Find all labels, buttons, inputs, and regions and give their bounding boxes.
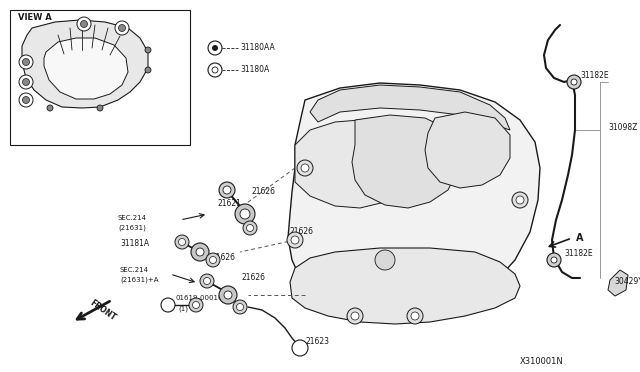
Circle shape bbox=[81, 20, 88, 28]
Text: 21621: 21621 bbox=[218, 199, 242, 208]
Circle shape bbox=[212, 45, 218, 51]
Circle shape bbox=[22, 96, 29, 103]
Text: 31098Z: 31098Z bbox=[608, 124, 637, 132]
Circle shape bbox=[193, 301, 200, 308]
Circle shape bbox=[243, 221, 257, 235]
Circle shape bbox=[223, 186, 231, 194]
Circle shape bbox=[208, 63, 222, 77]
Text: B: B bbox=[166, 304, 170, 308]
Circle shape bbox=[351, 312, 359, 320]
Circle shape bbox=[118, 25, 125, 32]
Text: 21623: 21623 bbox=[305, 337, 329, 346]
Circle shape bbox=[301, 164, 309, 172]
Circle shape bbox=[411, 312, 419, 320]
Text: (21631): (21631) bbox=[118, 225, 146, 231]
Circle shape bbox=[19, 55, 33, 69]
Circle shape bbox=[196, 248, 204, 256]
Circle shape bbox=[297, 160, 313, 176]
Polygon shape bbox=[352, 115, 460, 208]
Text: SEC.214: SEC.214 bbox=[120, 267, 149, 273]
Circle shape bbox=[224, 291, 232, 299]
Text: X310001N: X310001N bbox=[520, 357, 564, 366]
Polygon shape bbox=[608, 270, 628, 296]
Text: 30429Y: 30429Y bbox=[614, 278, 640, 286]
Circle shape bbox=[19, 93, 33, 107]
Polygon shape bbox=[290, 248, 520, 324]
Text: (1): (1) bbox=[178, 306, 188, 312]
Polygon shape bbox=[22, 20, 148, 108]
Circle shape bbox=[287, 232, 303, 248]
Text: 01619-0001U: 01619-0001U bbox=[175, 295, 223, 301]
Circle shape bbox=[145, 67, 151, 73]
Text: 31180A: 31180A bbox=[240, 64, 269, 74]
Circle shape bbox=[115, 21, 129, 35]
Circle shape bbox=[175, 235, 189, 249]
Polygon shape bbox=[44, 38, 128, 99]
Text: VIEW A: VIEW A bbox=[18, 13, 52, 22]
Text: 31182E: 31182E bbox=[564, 250, 593, 259]
Circle shape bbox=[567, 75, 581, 89]
Text: 21626: 21626 bbox=[252, 187, 276, 196]
Circle shape bbox=[516, 196, 524, 204]
Text: 21626: 21626 bbox=[290, 228, 314, 237]
Text: 21626: 21626 bbox=[212, 253, 236, 263]
Circle shape bbox=[22, 58, 29, 65]
Circle shape bbox=[219, 182, 235, 198]
Circle shape bbox=[551, 257, 557, 263]
Circle shape bbox=[191, 243, 209, 261]
Text: 21626: 21626 bbox=[242, 273, 266, 282]
Text: 31180AA: 31180AA bbox=[240, 42, 275, 51]
Circle shape bbox=[19, 75, 33, 89]
Circle shape bbox=[240, 209, 250, 219]
Circle shape bbox=[291, 236, 299, 244]
Polygon shape bbox=[295, 120, 405, 208]
Circle shape bbox=[292, 340, 308, 356]
Circle shape bbox=[512, 192, 528, 208]
Circle shape bbox=[235, 204, 255, 224]
Circle shape bbox=[233, 300, 247, 314]
Bar bbox=[10, 10, 190, 145]
Text: (21631)+A: (21631)+A bbox=[120, 277, 159, 283]
Polygon shape bbox=[288, 83, 540, 318]
Circle shape bbox=[571, 79, 577, 85]
Circle shape bbox=[206, 253, 220, 267]
Text: SEC.214: SEC.214 bbox=[118, 215, 147, 221]
Circle shape bbox=[204, 278, 211, 285]
Circle shape bbox=[22, 78, 29, 86]
Text: A: A bbox=[576, 233, 584, 243]
Text: FRONT: FRONT bbox=[88, 298, 117, 322]
Circle shape bbox=[547, 253, 561, 267]
Circle shape bbox=[208, 41, 222, 55]
Circle shape bbox=[212, 67, 218, 73]
Circle shape bbox=[219, 286, 237, 304]
Polygon shape bbox=[425, 112, 510, 188]
Text: 31182E: 31182E bbox=[580, 71, 609, 80]
Polygon shape bbox=[310, 85, 510, 130]
Circle shape bbox=[246, 224, 253, 231]
Circle shape bbox=[47, 105, 53, 111]
Circle shape bbox=[407, 308, 423, 324]
Text: 31181A: 31181A bbox=[120, 238, 149, 247]
Circle shape bbox=[375, 250, 395, 270]
Circle shape bbox=[77, 17, 91, 31]
Circle shape bbox=[189, 298, 203, 312]
Circle shape bbox=[179, 238, 186, 246]
Circle shape bbox=[145, 47, 151, 53]
Circle shape bbox=[200, 274, 214, 288]
Circle shape bbox=[97, 105, 103, 111]
Circle shape bbox=[237, 304, 243, 311]
Circle shape bbox=[209, 257, 216, 263]
Circle shape bbox=[347, 308, 363, 324]
Circle shape bbox=[161, 298, 175, 312]
